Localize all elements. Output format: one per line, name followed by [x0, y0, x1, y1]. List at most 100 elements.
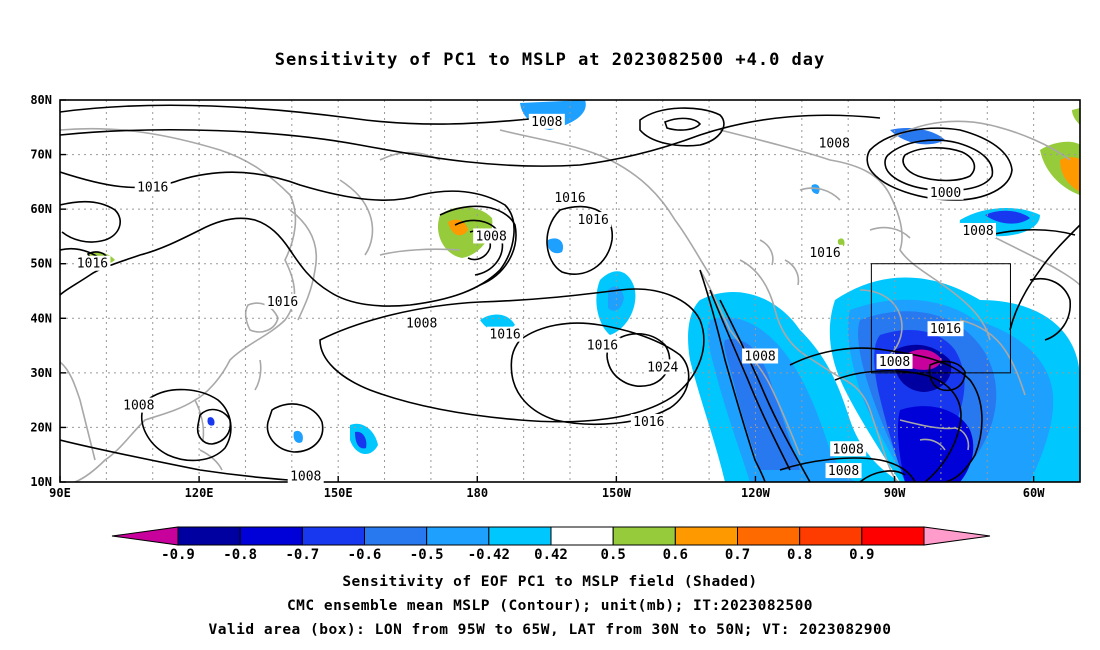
shade-region	[897, 406, 974, 482]
contour-label: 1016	[264, 293, 301, 310]
svg-text:1008: 1008	[476, 229, 507, 244]
colorbar-label: -0.5	[410, 547, 444, 563]
footer-line-3: Valid area (box): LON from 95W to 65W, L…	[208, 622, 892, 638]
footer-line-1: Sensitivity of EOF PC1 to MSLP field (Sh…	[342, 574, 758, 590]
lon-tick-label: 120E	[185, 486, 214, 500]
lat-tick-label: 50N	[30, 257, 52, 271]
grid-lines	[60, 100, 1080, 482]
svg-text:1016: 1016	[77, 257, 108, 272]
lat-tick-label: 80N	[30, 93, 52, 107]
colorbar-low-arrow	[111, 526, 179, 546]
contour-label: 1008	[830, 441, 867, 457]
lat-tick-label: 40N	[30, 311, 52, 325]
chart-title: Sensitivity of PC1 to MSLP at 2023082500…	[274, 50, 826, 70]
shade-region	[724, 339, 800, 470]
colorbar-cell	[674, 526, 738, 546]
colorbar-label: 0.9	[849, 547, 874, 563]
shade-region	[355, 431, 367, 449]
colorbar-cell	[177, 526, 241, 546]
colorbar-label: 0.42	[534, 547, 568, 563]
svg-text:1016: 1016	[587, 339, 618, 354]
coastlines	[60, 120, 1080, 482]
colorbar-cell	[799, 526, 863, 546]
svg-text:1016: 1016	[137, 180, 168, 195]
svg-text:1000: 1000	[930, 186, 961, 201]
lon-tick-label: 180	[466, 486, 488, 500]
svg-text:1008: 1008	[962, 224, 993, 239]
colorbar-cell	[239, 526, 303, 546]
shade-region	[1060, 157, 1080, 192]
valid-area-box	[870, 263, 1011, 374]
svg-text:1016: 1016	[930, 322, 961, 337]
contour-label: 1008	[816, 135, 853, 152]
contour-label: 1016	[630, 413, 667, 430]
svg-text:1016: 1016	[809, 246, 840, 261]
lon-tick-label: 90E	[49, 486, 71, 500]
svg-text:1008: 1008	[744, 349, 775, 364]
svg-text:1008: 1008	[123, 399, 154, 414]
colorbar-label: 0.7	[725, 547, 750, 563]
svg-text:1008: 1008	[531, 115, 562, 130]
contour-label: 1008	[473, 228, 510, 244]
colorbar-label: -0.8	[223, 547, 257, 563]
contour-label: 1016	[927, 321, 964, 337]
contour-label: 1016	[134, 179, 171, 195]
svg-text:1008: 1008	[819, 137, 850, 152]
svg-text:1016: 1016	[578, 213, 609, 228]
colorbar-label: -0.9	[161, 547, 195, 563]
colorbar-label: -0.7	[285, 547, 319, 563]
svg-text:1016: 1016	[267, 295, 298, 310]
colorbar-cell	[861, 526, 925, 546]
contour-label: 1008	[825, 463, 862, 479]
contour-label: 1016	[807, 244, 843, 261]
colorbar-label: 0.5	[601, 547, 626, 563]
contour-label: 1016	[552, 190, 588, 206]
contour-label: 1016	[74, 255, 111, 272]
contour-label: 1000	[927, 184, 964, 201]
svg-text:1008: 1008	[290, 470, 321, 485]
contour-label: 1008	[403, 315, 440, 332]
svg-text:1016: 1016	[489, 328, 520, 343]
svg-text:1008: 1008	[828, 464, 859, 479]
colorbar-label: -0.6	[348, 547, 382, 563]
shade-region	[207, 417, 215, 426]
shade-region	[837, 238, 845, 247]
contour-label: 1008	[287, 468, 324, 485]
contour-label: 1016	[487, 326, 524, 343]
contour-label: 1008	[876, 353, 913, 370]
colorbar-label: 0.8	[787, 547, 812, 563]
colorbar-cell	[612, 526, 676, 546]
svg-text:1008: 1008	[406, 317, 437, 332]
lon-tick-label: 150W	[602, 486, 632, 500]
shade-region	[448, 219, 468, 236]
shade-region	[293, 430, 303, 443]
lon-tick-label: 120W	[741, 486, 771, 500]
mslp-contours	[60, 104, 1080, 482]
contour-labels: 1008 1008 1000 1016 1016 1016 1008 1008 1016 1016…	[74, 113, 996, 485]
contour-label: 1016	[575, 212, 612, 228]
svg-text:1024: 1024	[647, 360, 678, 375]
colorbar-cell	[737, 526, 801, 546]
lon-tick-label: 60W	[1023, 486, 1045, 500]
colorbar-label: 0.6	[663, 547, 688, 563]
svg-text:1016: 1016	[554, 191, 585, 206]
colorbar-cell	[426, 526, 490, 546]
colorbar-label: -0.42	[468, 547, 510, 563]
svg-text:1016: 1016	[633, 415, 664, 430]
colorbar-cell	[550, 526, 614, 546]
colorbar-cell	[301, 526, 366, 546]
contour-label: 1024	[644, 359, 681, 375]
lat-tick-label: 10N	[30, 475, 52, 489]
lat-tick-label: 20N	[30, 420, 52, 434]
contour-label: 1016	[584, 337, 621, 354]
footer-line-2: CMC ensemble mean MSLP (Contour); unit(m…	[286, 598, 814, 614]
contour-label: 1008	[528, 113, 565, 130]
colorbar-high-arrow	[923, 526, 991, 546]
lat-tick-label: 30N	[30, 366, 52, 380]
shade-region	[547, 238, 564, 254]
lon-tick-label: 150E	[324, 486, 353, 500]
shade-region	[985, 210, 1030, 224]
